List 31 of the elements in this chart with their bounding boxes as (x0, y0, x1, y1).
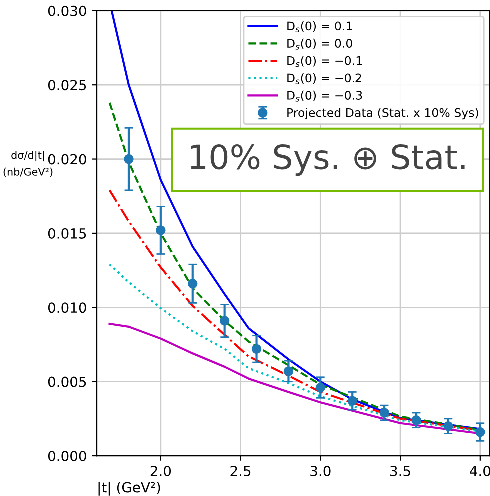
x-tick-label: 2.5 (230, 466, 251, 476)
y-tick-label: 0.010 (48, 302, 86, 314)
point (156, 226, 166, 236)
point (220, 316, 230, 326)
legend-label: D$_{s}$(0) = −0.2 (288, 74, 362, 85)
point (348, 396, 358, 406)
point (124, 154, 134, 164)
point (316, 382, 326, 393)
y-tick-label: 0.005 (48, 376, 86, 388)
y-tick-label: 0.020 (48, 154, 86, 165)
legend-label: D$_{s}$(0) = 0.1 (288, 22, 352, 33)
x-tick-label: 3.5 (390, 466, 410, 476)
y-tick-label: 0.000 (48, 450, 86, 462)
x-axis-title: |t| (GeV²) (98, 482, 160, 496)
point (412, 416, 422, 426)
point (252, 344, 262, 354)
legend-label: D$_{s}$(0) = 0.0 (288, 38, 352, 50)
point (476, 427, 486, 438)
point (188, 279, 198, 289)
legend-label: D$_{s}$(0) = −0.1 (288, 56, 362, 68)
point (444, 421, 454, 432)
y-tick-label: 0.030 (48, 6, 86, 16)
point (380, 408, 390, 418)
legend-label: Projected Data (Stat. x 10% Sys) (288, 108, 478, 120)
y-tick-label: 0.015 (48, 228, 86, 239)
legend-label: D$_{s}$(0) = −0.3 (288, 90, 362, 102)
annotation: 10% Sys. ⊕ Stat. (191, 144, 465, 176)
y-tick-label: 0.025 (48, 80, 86, 91)
x-tick-label: 2.0 (150, 466, 172, 476)
x-tick-label: 3.0 (310, 466, 331, 476)
point (284, 366, 294, 376)
